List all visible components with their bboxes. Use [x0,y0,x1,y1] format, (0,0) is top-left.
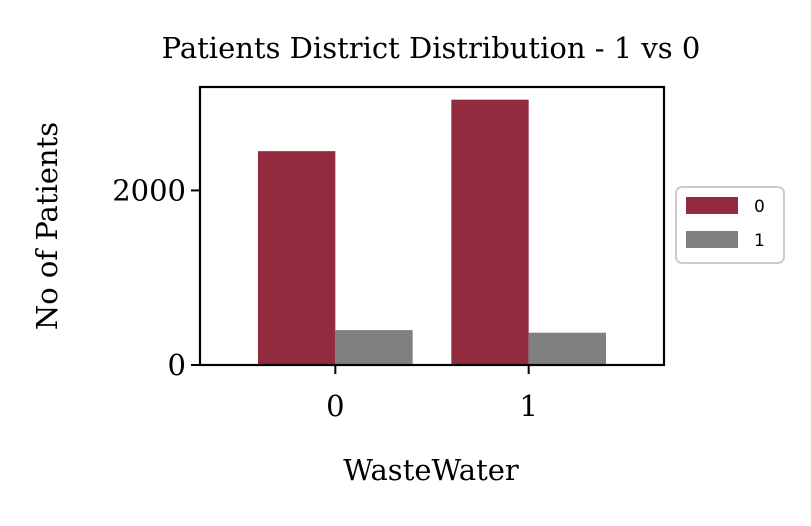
x-axis-label: WasteWater [343,453,519,487]
legend-swatch-0 [686,197,738,214]
chart-title: Patients District Distribution - 1 vs 0 [162,31,701,65]
y-tick-label: 0 [168,348,186,382]
x-tick-label: 0 [326,389,344,423]
x-tick-label: 1 [519,389,537,423]
bar-series-0-cat-0 [258,151,336,365]
y-tick-label: 2000 [112,173,186,207]
plot-frame [198,85,666,367]
y-ticks: 0 2000 [112,173,200,382]
bar-series-0-cat-1 [451,99,529,365]
legend-label-1: 1 [754,231,765,251]
legend: 01 [675,186,785,264]
bars-layer [258,99,606,365]
legend-swatch-1 [686,231,738,248]
bar-series-1-cat-1 [528,332,606,365]
legend-label-0: 0 [754,197,765,217]
y-axis-label: No of Patients [30,122,64,330]
bar-series-1-cat-0 [335,330,413,365]
